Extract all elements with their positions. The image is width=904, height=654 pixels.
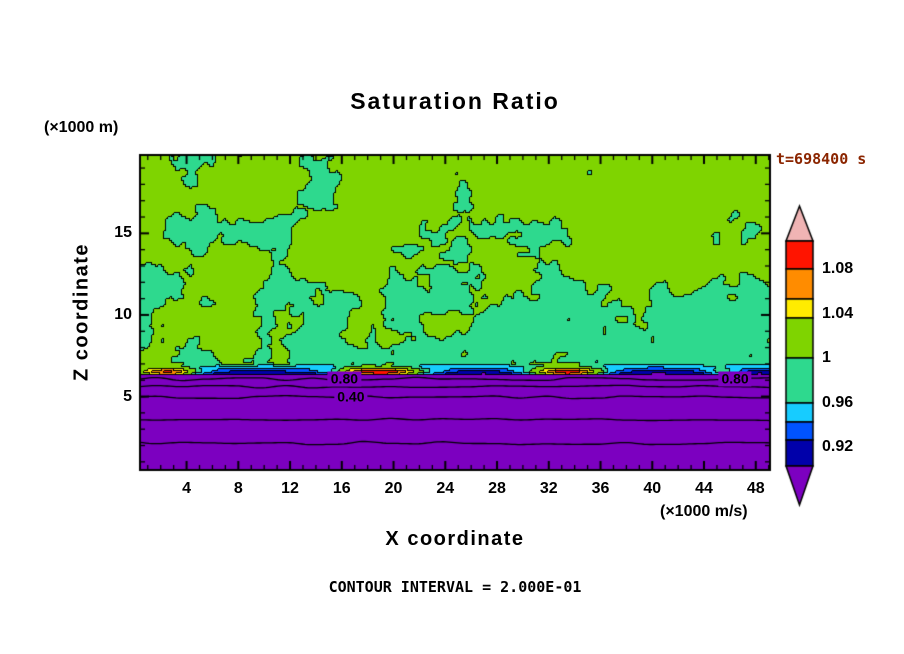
x-axis-label: X coordinate bbox=[385, 528, 525, 550]
x-axis-unit: (×1000 m/s) bbox=[660, 503, 748, 520]
y-axis-unit: (×1000 m) bbox=[44, 119, 119, 136]
contour-interval-note: CONTOUR INTERVAL = 2.000E-01 bbox=[328, 578, 582, 596]
chart-title: Saturation Ratio bbox=[350, 88, 560, 114]
y-axis-label: Z coordinate bbox=[70, 242, 93, 382]
time-label: t=698400 s bbox=[776, 150, 867, 168]
